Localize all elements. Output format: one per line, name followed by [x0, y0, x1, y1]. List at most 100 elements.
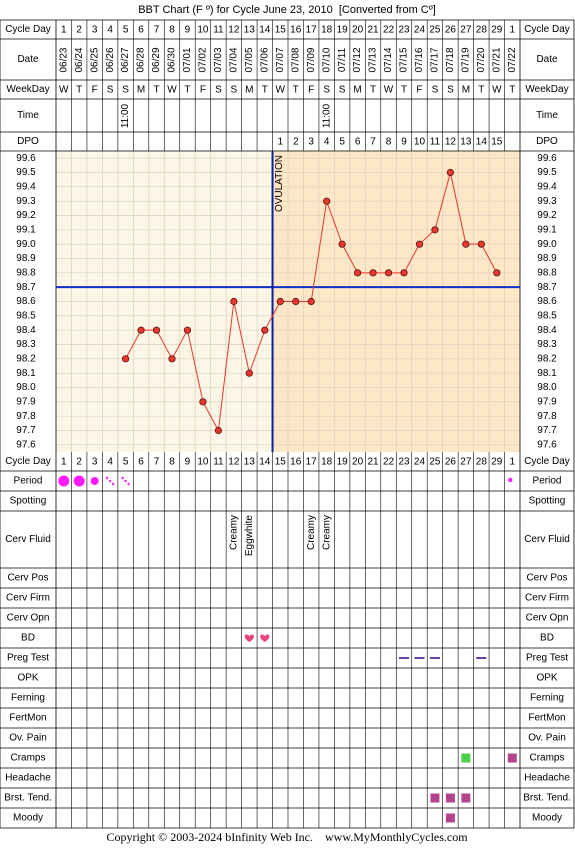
y-tick-label: 98.5	[16, 310, 36, 321]
cycle-day: 6	[138, 25, 144, 36]
cycle-day: 5	[123, 25, 129, 36]
weekday: T	[153, 85, 159, 96]
date: 07/02	[198, 47, 209, 72]
row-label: Headache	[5, 773, 51, 784]
row-label: WeekDay	[525, 84, 568, 95]
weekday: T	[293, 85, 299, 96]
temperature-point	[276, 297, 284, 306]
cycle-day: 17	[306, 457, 318, 468]
row-label: FertMon	[9, 713, 46, 724]
row-label: Moody	[532, 813, 562, 824]
cycle-day: 7	[154, 457, 160, 468]
y-tick-label: 97.9	[537, 396, 557, 407]
row-label: Spotting	[10, 496, 47, 507]
cycle-day: 19	[337, 25, 349, 36]
y-tick-label: 98.8	[16, 267, 36, 278]
row-label: Headache	[524, 773, 570, 784]
cycle-day: 12	[228, 25, 240, 36]
temperature-point	[462, 240, 470, 248]
cycle-day: 24	[414, 25, 426, 36]
y-tick-label: 98.1	[537, 368, 557, 379]
row-label: Moody	[13, 813, 43, 824]
y-tick-label: 97.8	[537, 411, 557, 422]
row-label: DPO	[17, 136, 39, 147]
cycle-day: 13	[244, 25, 256, 36]
temperature-point	[353, 269, 362, 277]
temperature-point	[431, 226, 439, 234]
weekday: S	[339, 85, 346, 96]
cycle-day: 26	[445, 457, 457, 468]
row-label: Period	[14, 476, 43, 487]
y-tick-label: 97.6	[537, 439, 557, 450]
period-icon	[108, 479, 112, 483]
cycle-day: 28	[476, 457, 488, 468]
cycle-day: 9	[185, 25, 191, 36]
temperature-point	[152, 326, 161, 334]
weekday: S	[107, 85, 114, 96]
cycle-day: 11	[213, 457, 224, 468]
temperature-point	[230, 297, 238, 306]
y-tick-label: 99.0	[537, 239, 557, 250]
y-tick-label: 98.5	[537, 310, 557, 321]
date: 07/12	[352, 47, 363, 72]
period-icon	[124, 479, 127, 483]
weekday: S	[215, 85, 222, 96]
row-label: Brst. Tend.	[523, 793, 571, 804]
y-tick-label: 98.2	[16, 353, 36, 364]
temperature-point	[122, 355, 130, 363]
row-label: Cycle Day	[5, 24, 51, 35]
dpo: 2	[293, 137, 299, 148]
row-label: Preg Test	[7, 653, 49, 664]
period-icon	[58, 475, 70, 487]
y-tick-label: 98.1	[16, 368, 36, 379]
cycle-day: 23	[398, 25, 410, 36]
breast-tenderness-icon	[461, 793, 471, 803]
row-label: OPK	[17, 673, 38, 684]
weekday: T	[370, 85, 376, 96]
cycle-day: 16	[290, 25, 302, 36]
date: 06/25	[89, 47, 100, 72]
date: 07/14	[383, 47, 394, 72]
cycle-day: 19	[337, 457, 349, 468]
cycle-day: 27	[460, 25, 472, 36]
row-label: Cerv Fluid	[524, 534, 570, 545]
cycle-day: 14	[259, 457, 271, 468]
weekday: S	[231, 85, 238, 96]
y-tick-label: 98.9	[537, 253, 557, 264]
y-tick-label: 97.9	[16, 396, 36, 407]
y-tick-label: 98.7	[537, 282, 557, 293]
row-label: BD	[540, 633, 554, 644]
moody-icon	[445, 813, 455, 823]
dpo: 12	[445, 137, 457, 148]
y-tick-label: 99.0	[16, 239, 36, 250]
weekday: M	[462, 85, 470, 96]
y-tick-label: 99.5	[537, 167, 557, 178]
cycle-day: 13	[244, 457, 256, 468]
date: 06/23	[58, 47, 69, 72]
cycle-day: 6	[138, 457, 144, 468]
cycle-day: 1	[61, 25, 67, 36]
dpo: 8	[386, 137, 392, 148]
cycle-day: 23	[398, 457, 410, 468]
cycle-day: 10	[197, 25, 209, 36]
row-label: Cramps	[10, 753, 45, 764]
weekday: F	[200, 85, 206, 96]
date: 07/01	[182, 47, 193, 72]
cervical-fluid: Creamy	[306, 515, 317, 550]
row-label: Time	[17, 110, 39, 121]
weekday: S	[447, 85, 454, 96]
y-tick-label: 97.8	[16, 411, 36, 422]
weekday: T	[184, 85, 190, 96]
temperature-point	[400, 269, 408, 277]
weekday: T	[76, 85, 82, 96]
temperature-point	[338, 240, 346, 248]
date: 07/22	[507, 47, 518, 72]
y-tick-label: 99.4	[16, 181, 36, 192]
dpo: 13	[460, 137, 472, 148]
weekday: W	[492, 85, 502, 96]
date: 07/19	[461, 47, 472, 72]
period-icon	[127, 482, 130, 486]
row-label: Ferning	[530, 693, 564, 704]
row-label: Cycle Day	[524, 456, 570, 467]
date: 07/20	[476, 47, 487, 72]
